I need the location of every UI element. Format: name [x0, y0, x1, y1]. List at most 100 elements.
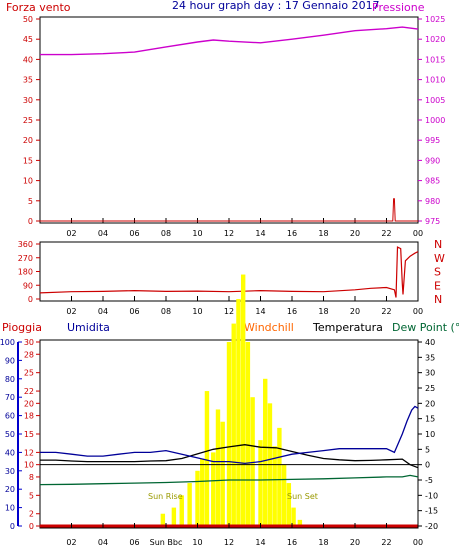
- x-tick-label: 06: [129, 229, 139, 238]
- y-rain-tick-label: 30: [24, 338, 34, 347]
- y-right-tick-label: 995: [425, 136, 440, 145]
- sun-bar: [281, 464, 287, 526]
- y-right-tick-label: 1005: [425, 96, 445, 105]
- legend-pioggia: Pioggia: [2, 321, 42, 334]
- y-left-tick-label: 45: [23, 35, 33, 44]
- y-left-tick-label: 40: [23, 55, 33, 64]
- wind-pressure-panel: 0510152025303540455097598098599099510001…: [23, 15, 446, 238]
- y-temp-tick-label: 40: [425, 338, 435, 347]
- y-temp-tick-label: -20: [425, 522, 438, 531]
- sun-bar: [200, 458, 205, 526]
- x-tick-label: 04: [98, 307, 108, 316]
- x-tick-label: 20: [350, 229, 360, 238]
- legend-forza-vento: Forza vento: [6, 1, 71, 14]
- series-forza-vento: [40, 198, 418, 222]
- y-rain-tick-label: 0: [29, 522, 34, 531]
- y-humidity-tick-label: 10: [5, 504, 15, 513]
- y-right-tick-label: 1010: [425, 76, 445, 85]
- sun-set-label: Sun Set: [287, 492, 318, 501]
- y-humidity-tick-label: 60: [5, 412, 15, 421]
- x-tick-label: 16: [287, 538, 297, 547]
- y-right-tick-label: 975: [425, 217, 440, 226]
- y-left-tick-label: 10: [23, 177, 33, 186]
- y-rain-tick-label: 8: [29, 473, 34, 482]
- sun-bar: [240, 274, 246, 526]
- sun-bar: [160, 513, 166, 526]
- y-humidity-tick-label: 20: [5, 485, 15, 494]
- x-tick-label: 10: [192, 538, 202, 547]
- x-tick-label: Sun Bbc: [150, 538, 183, 547]
- y-temp-tick-label: -10: [425, 491, 438, 500]
- y-left-tick-label: 360: [18, 240, 33, 249]
- x-tick-label: 22: [381, 307, 391, 316]
- series-pressione: [40, 26, 419, 56]
- sun-bar: [220, 421, 225, 526]
- y-left-tick-label: 0: [28, 217, 33, 226]
- compass-label: E: [434, 279, 441, 292]
- sun-bar: [204, 391, 210, 526]
- x-tick-label: 00: [413, 538, 423, 547]
- sun-bar: [250, 397, 255, 526]
- y-left-tick-label: 35: [23, 76, 33, 85]
- x-tick-label: 14: [255, 229, 265, 238]
- y-left-tick-label: 30: [23, 96, 33, 105]
- y-right-tick-label: 985: [425, 177, 440, 186]
- sun-bar: [258, 440, 263, 526]
- x-tick-label: 14: [255, 307, 265, 316]
- x-tick-label: 20: [350, 307, 360, 316]
- sun-bar: [171, 507, 177, 526]
- y-right-tick-label: 1015: [425, 55, 445, 64]
- temp-humidity-panel: 0102030405060708090100025810121518202225…: [0, 274, 438, 547]
- y-rain-tick-label: 20: [24, 399, 34, 408]
- sun-bar: [215, 409, 221, 526]
- x-tick-label: 02: [66, 538, 76, 547]
- y-left-tick-label: 270: [18, 254, 33, 263]
- x-tick-label: 04: [98, 229, 108, 238]
- x-tick-label: 16: [287, 229, 297, 238]
- y-rain-tick-label: 12: [24, 448, 34, 457]
- y-right-tick-label: 980: [425, 197, 440, 206]
- x-tick-label: 14: [255, 538, 265, 547]
- legend-umidita: Umidita: [67, 321, 110, 334]
- y-rain-tick-label: 2: [29, 510, 34, 519]
- y-temp-tick-label: 20: [425, 399, 435, 408]
- y-temp-tick-label: -15: [425, 507, 438, 516]
- y-temp-tick-label: 30: [425, 369, 435, 378]
- y-left-tick-label: 90: [23, 281, 33, 290]
- x-tick-label: 06: [129, 538, 139, 547]
- x-tick-label: 08: [161, 307, 171, 316]
- x-tick-label: 10: [192, 307, 202, 316]
- sun-bar: [263, 378, 268, 526]
- x-tick-label: 18: [318, 229, 328, 238]
- x-tick-label: 16: [287, 307, 297, 316]
- y-humidity-tick-label: 70: [5, 393, 15, 402]
- x-tick-label: 10: [192, 229, 202, 238]
- series-direzione-vento: [39, 246, 419, 298]
- sun-bar: [187, 483, 192, 526]
- y-humidity-tick-label: 50: [5, 430, 15, 439]
- y-temp-tick-label: -5: [425, 476, 433, 485]
- series-dew-point-c: [39, 474, 419, 486]
- x-tick-label: 22: [381, 538, 391, 547]
- y-temp-tick-label: 10: [425, 430, 435, 439]
- y-left-tick-label: 0: [28, 295, 33, 304]
- y-temp-tick-label: 15: [425, 415, 435, 424]
- legend-pressione: Pressione: [372, 1, 425, 14]
- compass-label: N: [434, 293, 442, 306]
- sun-bar: [211, 452, 216, 526]
- y-right-tick-label: 1025: [425, 15, 445, 24]
- sun-bar: [179, 495, 184, 526]
- x-tick-label: 00: [413, 307, 423, 316]
- sun-bar: [245, 342, 251, 526]
- x-tick-label: 12: [224, 229, 234, 238]
- y-humidity-tick-label: 90: [5, 356, 15, 365]
- y-rain-tick-label: 18: [24, 412, 34, 421]
- x-tick-label: 12: [224, 538, 234, 547]
- sun-bar: [272, 446, 277, 526]
- y-temp-tick-label: 25: [425, 384, 435, 393]
- legend-windchill: Windchill: [244, 321, 294, 334]
- series-temperatura: [40, 444, 419, 469]
- panel1-frame: [39, 16, 419, 224]
- legend-temperatura: Temperatura: [312, 321, 383, 334]
